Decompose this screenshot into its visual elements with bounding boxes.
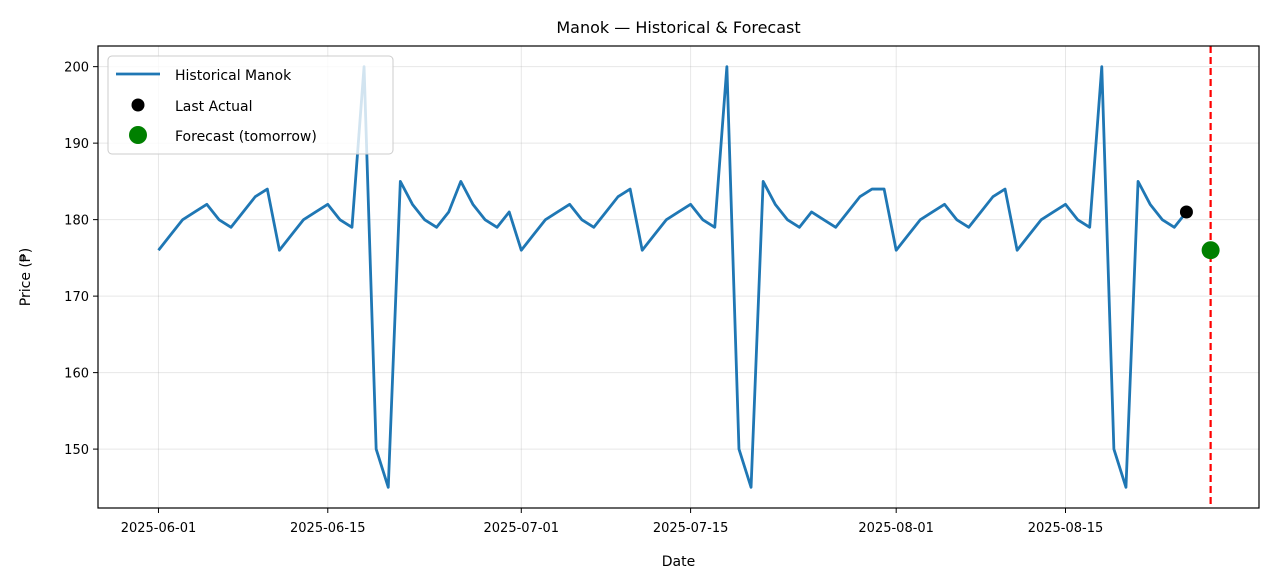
ticks: 2025-06-01 2025-06-15 2025-07-01 2025-07-15… [64, 61, 1103, 536]
x-tick-label: 2025-07-01 [484, 521, 560, 536]
legend-label-last-actual: Last Actual [175, 99, 252, 115]
legend-label-historical: Historical Manok [175, 68, 292, 84]
legend-swatch-last-actual [131, 98, 145, 112]
y-tick-label: 170 [64, 290, 89, 305]
y-tick-label: 200 [64, 61, 89, 76]
forecast-point [1201, 241, 1220, 260]
series-layer [157, 46, 1220, 508]
x-tick-label: 2025-06-15 [290, 521, 366, 536]
legend: Historical Manok Last Actual Forecast (t… [107, 55, 394, 155]
chart-title: Manok — Historical & Forecast [556, 18, 800, 37]
y-tick-label: 190 [64, 137, 89, 152]
x-tick-label: 2025-08-01 [858, 521, 934, 536]
y-tick-label: 150 [64, 443, 89, 458]
historical-line [157, 65, 1188, 489]
y-axis-label: Price (₱) [18, 248, 34, 306]
y-tick-label: 180 [64, 214, 89, 229]
last-actual-point [1179, 205, 1193, 219]
x-tick-label: 2025-07-15 [653, 521, 729, 536]
legend-box [107, 55, 394, 155]
y-tick-label: 160 [64, 367, 89, 382]
x-tick-label: 2025-06-01 [121, 521, 197, 536]
legend-label-forecast: Forecast (tomorrow) [175, 129, 317, 145]
axes-frame [97, 45, 1260, 509]
x-axis-label: Date [662, 554, 695, 570]
legend-swatch-forecast [129, 126, 147, 144]
x-tick-label: 2025-08-15 [1028, 521, 1104, 536]
